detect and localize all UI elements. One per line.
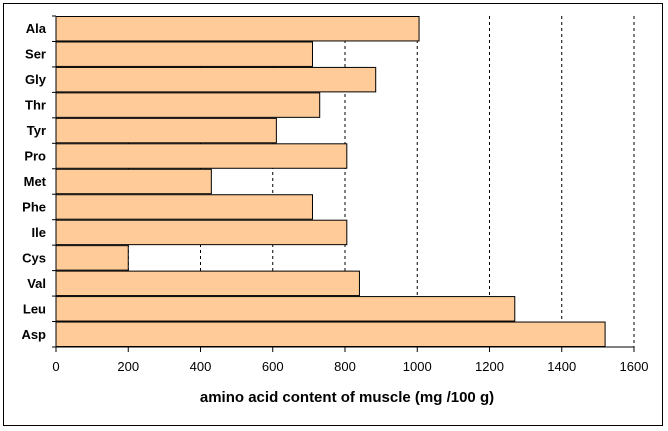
x-tick-label-0: 0 <box>52 359 59 374</box>
x-tick-label-800: 800 <box>334 359 356 374</box>
x-axis-title: amino acid content of muscle (mg /100 g) <box>200 389 494 406</box>
bar-gly <box>55 66 377 93</box>
category-label-ile: Ile <box>32 225 46 240</box>
category-label-gly: Gly <box>25 72 47 87</box>
category-label-val: Val <box>27 276 46 291</box>
category-label-met: Met <box>24 174 47 189</box>
x-tick-label-600: 600 <box>262 359 284 374</box>
bar-ser <box>55 41 313 67</box>
bar-leu <box>55 296 516 322</box>
chart-frame <box>3 3 663 426</box>
category-label-phe: Phe <box>22 199 46 214</box>
x-tick-label-1400: 1400 <box>547 359 576 374</box>
x-tick-label-1600: 1600 <box>620 359 649 374</box>
bar-asp <box>55 321 606 347</box>
category-label-pro: Pro <box>24 149 46 164</box>
bar-thr <box>55 92 321 118</box>
x-tick-label-400: 400 <box>190 359 212 374</box>
category-label-cys: Cys <box>22 250 46 265</box>
bar-cys <box>55 245 129 271</box>
category-label-leu: Leu <box>23 301 46 316</box>
bar-phe <box>55 194 313 220</box>
bar-ala <box>55 16 420 42</box>
bar-pro <box>55 143 348 169</box>
x-tick-label-1200: 1200 <box>475 359 504 374</box>
category-label-ala: Ala <box>26 21 47 36</box>
x-tick-label-1000: 1000 <box>403 359 432 374</box>
x-tick-label-200: 200 <box>117 359 139 374</box>
bar-tyr <box>55 117 277 144</box>
category-label-tyr: Tyr <box>27 123 46 138</box>
category-label-asp: Asp <box>21 327 46 342</box>
category-label-ser: Ser <box>25 47 46 62</box>
bar-met <box>55 168 212 195</box>
bar-ile <box>55 219 348 246</box>
category-label-thr: Thr <box>25 98 46 113</box>
bar-val <box>55 270 360 297</box>
